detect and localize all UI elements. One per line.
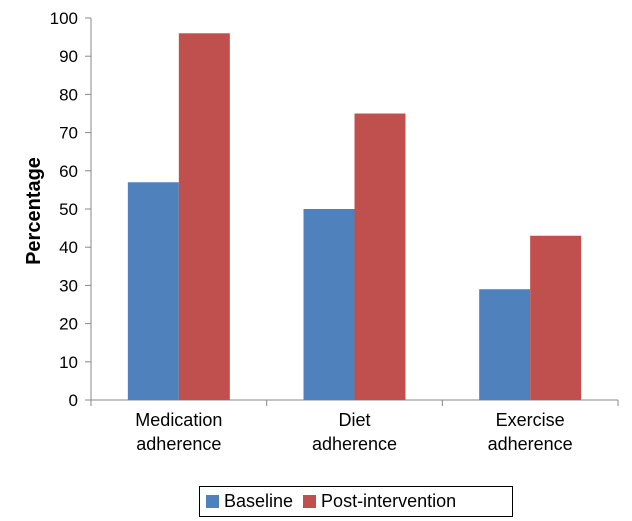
x-category-label: Medication [135,410,222,430]
y-tick-label: 10 [59,353,78,372]
y-tick-label: 80 [59,85,78,104]
legend-item-post-intervention: Post-intervention [303,491,456,512]
y-tick-label: 50 [59,200,78,219]
y-tick-label: 100 [50,9,78,28]
y-tick-label: 90 [59,47,78,66]
y-tick-label: 20 [59,315,78,334]
y-tick-label: 60 [59,162,78,181]
bar-post-intervention-1 [178,33,230,400]
bar-post-intervention-2 [354,113,406,400]
y-tick-label: 30 [59,276,78,295]
y-tick-label: 0 [69,391,78,410]
x-category-labels: Medication adherence Diet adherence Exercise… [135,410,572,454]
bar-chart: Percentage 0 10 20 30 40 50 60 70 80 90 100 Medica… [23,9,619,454]
bar-baseline-2 [303,209,355,400]
x-category-label: adherence [488,434,573,454]
x-category-label: adherence [312,434,397,454]
legend: Baseline Post-intervention [199,486,513,517]
bar-baseline-3 [479,289,531,400]
bar-post-intervention-3 [530,235,582,400]
x-category-label: Exercise [496,410,565,430]
legend-item-baseline: Baseline [206,491,293,512]
bars [127,33,582,400]
y-tick-label: 40 [59,238,78,257]
y-tick-labels: 0 10 20 30 40 50 60 70 80 90 100 [50,9,78,410]
bar-baseline-1 [127,182,179,400]
legend-label-baseline: Baseline [224,491,294,511]
x-category-label: adherence [136,434,221,454]
y-axis-label: Percentage [23,157,45,265]
legend-swatch-baseline [206,495,219,508]
legend-label-post-intervention: Post-intervention [321,491,457,511]
y-tick-label: 70 [59,124,78,143]
legend-swatch-post-intervention [303,495,317,508]
x-category-label: Diet [338,410,370,430]
